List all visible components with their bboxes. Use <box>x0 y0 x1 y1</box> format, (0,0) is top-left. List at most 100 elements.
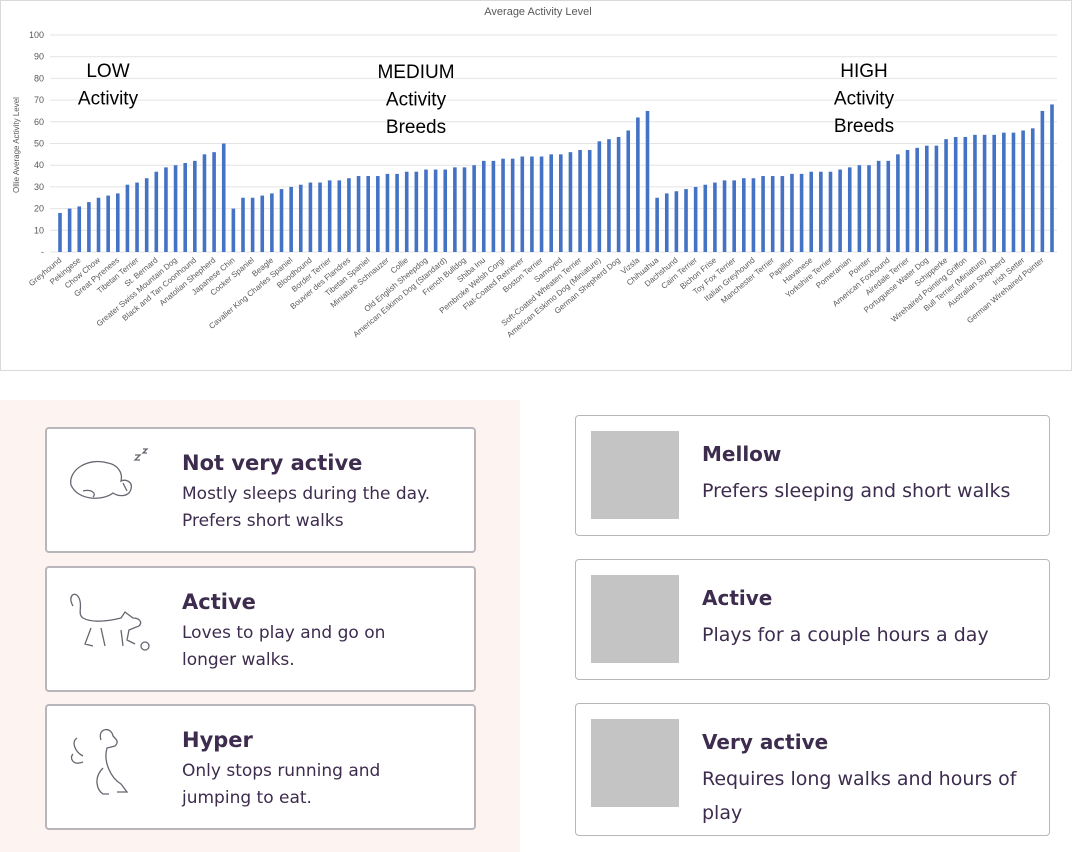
bar <box>905 150 910 252</box>
bar <box>395 173 399 252</box>
card-line: longer walks. <box>182 650 295 670</box>
bar <box>385 173 390 252</box>
bar <box>125 184 130 252</box>
bar <box>96 197 101 252</box>
activity-card: Hyper Only stops running and jumping to ea… <box>45 704 476 830</box>
bar <box>924 145 929 252</box>
bar <box>491 160 496 252</box>
y-tick-label: 50 <box>34 139 44 149</box>
bar <box>356 176 361 252</box>
bar <box>453 167 457 252</box>
card-description: Requires long walks and hours of play <box>702 762 1016 830</box>
bar <box>597 141 602 252</box>
card-title: Active <box>182 590 256 614</box>
bar <box>193 160 197 252</box>
dog-icon <box>70 593 150 651</box>
annotation: Activity <box>78 89 139 110</box>
bar <box>58 212 62 252</box>
bar <box>790 173 794 252</box>
bar <box>115 193 120 252</box>
bar <box>819 171 823 252</box>
bar <box>944 139 948 252</box>
bar <box>963 136 968 252</box>
bar <box>636 117 640 253</box>
bar <box>982 134 987 252</box>
bar <box>308 182 313 252</box>
card-title: Active <box>702 586 773 610</box>
bar <box>183 163 188 252</box>
dog-icon <box>70 448 149 499</box>
y-tick-label: 90 <box>34 52 44 62</box>
card-line: Prefers short walks <box>182 511 344 531</box>
bar <box>433 169 438 252</box>
bar <box>607 139 611 252</box>
annotation: MEDIUM <box>377 62 454 83</box>
bar <box>106 195 110 252</box>
bar <box>559 154 563 252</box>
bar <box>674 191 679 252</box>
bar <box>221 143 226 252</box>
bar <box>298 184 303 252</box>
bar <box>857 165 862 252</box>
bar <box>212 152 216 252</box>
y-tick-label: 70 <box>34 95 44 105</box>
bar <box>732 180 736 252</box>
activity-card: Mellow Prefers sleeping and short walks <box>575 415 1050 536</box>
bar <box>481 160 486 252</box>
image-placeholder <box>591 575 679 663</box>
bar <box>164 167 168 252</box>
card-description: Prefers sleeping and short walks <box>702 474 1010 508</box>
card-line: Mostly sleeps during the day. <box>182 484 431 504</box>
bar <box>462 167 467 252</box>
bar <box>770 176 775 252</box>
bar <box>404 171 409 252</box>
bar <box>953 136 958 252</box>
bar <box>77 206 82 252</box>
bar <box>241 197 245 252</box>
annotation: HIGH <box>840 61 888 82</box>
bar <box>67 208 72 252</box>
chart-frame <box>0 0 1072 371</box>
annotation: Breeds <box>834 116 894 137</box>
bar <box>684 189 688 252</box>
bar <box>876 160 881 252</box>
bar <box>347 178 351 252</box>
bar <box>780 176 785 252</box>
bar <box>616 136 621 252</box>
card-line: jumping to eat. <box>182 788 312 808</box>
bar <box>587 150 592 252</box>
activity-card: Very active Requires long walks and hours… <box>575 703 1050 836</box>
bar <box>713 182 717 252</box>
card-title: Not very active <box>182 451 363 475</box>
bar <box>250 197 255 252</box>
bar <box>626 130 631 252</box>
bar <box>376 176 380 252</box>
card-description: Plays for a couple hours a day <box>702 618 989 652</box>
bar <box>1002 132 1006 252</box>
chart-title: Average Activity Level <box>484 6 591 18</box>
y-axis-label: Ollie Average Activity Level <box>12 97 21 193</box>
bar <box>1040 110 1045 252</box>
bar <box>992 134 997 252</box>
card-line: Plays for a couple hours a day <box>702 624 989 646</box>
bar <box>135 182 139 252</box>
card-line: Loves to play and go on <box>182 623 386 643</box>
annotation: Breeds <box>386 117 446 138</box>
bar <box>722 180 727 252</box>
bar <box>915 147 919 252</box>
bar <box>279 189 284 252</box>
card-line: play <box>702 802 743 824</box>
bar <box>520 156 525 252</box>
bar <box>645 110 650 252</box>
card-title: Hyper <box>182 728 253 752</box>
chart: Average Activity Level Ollie Average Act… <box>0 0 1072 371</box>
bar <box>838 169 842 252</box>
bar <box>847 167 852 252</box>
bar <box>761 176 765 252</box>
y-tick-label: 20 <box>34 204 44 214</box>
card-title: Mellow <box>702 442 782 466</box>
dog-icon <box>70 729 129 795</box>
bar <box>144 178 149 252</box>
bar <box>664 193 669 252</box>
bar <box>751 178 756 252</box>
